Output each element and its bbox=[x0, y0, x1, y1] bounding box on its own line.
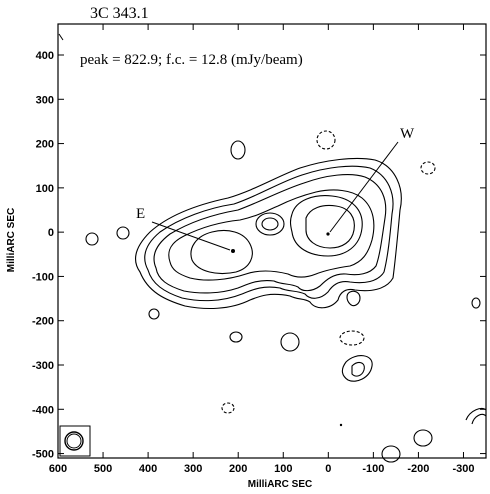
noise-blob bbox=[229, 331, 243, 343]
x-tick-label: 400 bbox=[139, 463, 157, 475]
middle-knot-inner-contour bbox=[261, 217, 279, 231]
noise-dot bbox=[339, 423, 343, 427]
noise-blob bbox=[413, 429, 433, 447]
y-tick-label: 300 bbox=[36, 94, 54, 106]
y-tick-label: -200 bbox=[32, 316, 54, 328]
y-tick-label: -100 bbox=[32, 271, 54, 283]
x-tick-label: 300 bbox=[184, 463, 202, 475]
y-tick-label: -300 bbox=[32, 360, 54, 372]
corner-mark bbox=[58, 33, 64, 41]
x-tick-label: 0 bbox=[325, 463, 331, 475]
negative-noise-blob bbox=[420, 161, 436, 175]
source-title: 3C 343.1 bbox=[90, 5, 149, 22]
x-axis-title: MilliARC SEC bbox=[248, 479, 312, 490]
noise-blob bbox=[465, 407, 487, 421]
w-knot-contour-2 bbox=[305, 204, 355, 249]
plot-frame bbox=[57, 23, 487, 459]
y-tick-label: 0 bbox=[48, 227, 54, 239]
noise-blob bbox=[148, 308, 160, 320]
negative-noise-blob bbox=[221, 402, 235, 414]
noise-blob bbox=[85, 232, 99, 246]
y-axis-title: MilliARC SEC bbox=[6, 208, 17, 272]
outer-contour bbox=[135, 157, 402, 309]
w-lower-lobe-contour bbox=[346, 290, 361, 307]
e-leader-line bbox=[151, 221, 231, 251]
x-axis-ticks: 600 500 400 300 200 100 0 -100 -200 -300 bbox=[49, 24, 474, 475]
e-component-label: E bbox=[136, 206, 145, 222]
source-contours bbox=[135, 157, 402, 309]
noise-blob bbox=[351, 361, 365, 377]
noise-blob bbox=[471, 413, 487, 425]
x-tick-label: -300 bbox=[452, 463, 474, 475]
contour-level-4 bbox=[168, 189, 375, 281]
y-tick-label: -400 bbox=[32, 404, 54, 416]
noise-blob bbox=[341, 355, 373, 382]
y-tick-label: 400 bbox=[36, 50, 54, 62]
peak-annotation: peak = 822.9; f.c. = 12.8 (mJy/beam) bbox=[80, 52, 303, 68]
w-component-marker bbox=[326, 232, 330, 236]
w-component-label: W bbox=[400, 126, 415, 142]
x-tick-label: 500 bbox=[94, 463, 112, 475]
y-tick-label: 100 bbox=[36, 183, 54, 195]
noise-blob bbox=[471, 297, 481, 309]
middle-knot-outer-contour bbox=[255, 212, 285, 236]
x-tick-label: -100 bbox=[362, 463, 384, 475]
contour-level-2 bbox=[144, 165, 394, 302]
noise-contours bbox=[85, 130, 487, 463]
w-leader-line bbox=[329, 141, 399, 233]
noise-blob bbox=[280, 332, 300, 352]
negative-noise-blob bbox=[316, 130, 336, 150]
noise-blob bbox=[381, 445, 401, 463]
y-tick-label: 200 bbox=[36, 139, 54, 151]
e-knot-inner-contour bbox=[190, 229, 253, 275]
beam-box bbox=[59, 425, 91, 457]
negative-noise-blob bbox=[339, 330, 365, 346]
x-tick-label: 600 bbox=[49, 463, 67, 475]
beam-ellipse-inner bbox=[66, 433, 82, 449]
noise-blob bbox=[116, 226, 130, 240]
w-knot-contour-1 bbox=[289, 195, 363, 257]
e-component-marker bbox=[231, 249, 235, 253]
noise-blob bbox=[230, 140, 246, 160]
x-tick-label: -200 bbox=[407, 463, 429, 475]
x-tick-label: 200 bbox=[229, 463, 247, 475]
y-tick-label: -500 bbox=[32, 449, 54, 461]
y-axis-ticks: 400 300 200 100 0 -100 -200 -300 -400 -500 bbox=[32, 50, 486, 461]
contour-level-3 bbox=[153, 174, 387, 294]
beam-ellipse bbox=[64, 431, 84, 451]
x-tick-label: 100 bbox=[274, 463, 292, 475]
